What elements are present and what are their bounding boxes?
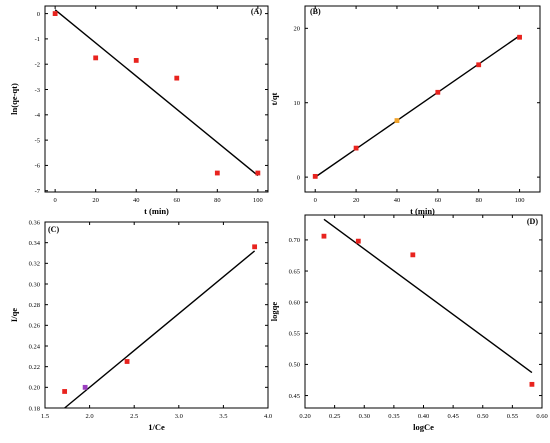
data-point — [174, 75, 180, 81]
y-tick-label: 0.22 — [29, 364, 40, 371]
y-tick-label: 0.45 — [289, 393, 300, 400]
data-point — [353, 145, 359, 151]
x-tick-label: 0.55 — [507, 413, 518, 420]
x-tick-label: 0 — [54, 197, 57, 204]
data-point — [214, 170, 220, 176]
y-tick-label: 20 — [294, 26, 301, 33]
chart-panel-1: 0 20 40 60 80 100 0 -1 -2 -3 -4 -5 -6 -7 t (min) ln(qe-… — [9, 5, 269, 216]
plot-frame — [304, 5, 541, 193]
linear-fit-line — [64, 250, 256, 409]
data-point — [82, 384, 88, 390]
y-tick-label: -5 — [35, 137, 40, 144]
data-point — [321, 233, 327, 239]
y-tick-label: -6 — [35, 163, 41, 170]
data-point — [252, 244, 258, 250]
x-axis-title: t (min) — [144, 206, 169, 216]
x-tick-label: 0.25 — [329, 413, 340, 420]
y-tick-label: 0.60 — [289, 299, 300, 306]
y-tick-label: 0.30 — [29, 281, 40, 288]
x-tick-label: 0.45 — [447, 413, 458, 420]
x-tick-label: 4.0 — [264, 413, 272, 420]
x-tick-label: 2.0 — [86, 413, 94, 420]
x-tick-label: 60 — [435, 197, 442, 204]
x-tick-label: 100 — [253, 197, 263, 204]
x-tick-label: 0.35 — [388, 413, 399, 420]
x-tick-label: 80 — [475, 197, 482, 204]
x-tick-label: 0.60 — [536, 413, 547, 420]
linear-fit-line — [323, 218, 533, 374]
panel-label: (D) — [527, 217, 538, 226]
y-axis-title: ln(qe-qt) — [9, 83, 19, 115]
data-point — [529, 381, 535, 387]
chart-panel-2: 0 20 40 60 80 100 0 10 20 t (min) t/qt (B) — [269, 5, 541, 216]
x-tick-label: 20 — [92, 197, 99, 204]
chart-panel-4: 0.20 0.25 0.30 0.35 0.40 0.45 0.50 0.55 0.60 0.45… — [269, 214, 548, 432]
x-tick-label: 0.40 — [418, 413, 429, 420]
x-tick-label: 3.0 — [175, 413, 183, 420]
y-axis-title: t/qt — [269, 92, 279, 105]
y-axis-title: logqe — [269, 302, 279, 322]
y-tick-label: 0.34 — [29, 240, 41, 247]
x-axis-title: t (min) — [410, 206, 435, 216]
data-point — [255, 170, 261, 176]
panel-label: (C) — [48, 225, 59, 234]
linear-fit-line — [314, 35, 520, 178]
y-tick-label: 0.20 — [29, 385, 40, 392]
linear-fit-line — [54, 9, 259, 177]
panel-label: (A) — [251, 7, 262, 16]
data-point — [355, 238, 361, 244]
y-tick-label: 0.26 — [29, 323, 41, 330]
x-tick-label: 60 — [174, 197, 181, 204]
x-tick-label: 2.5 — [130, 413, 138, 420]
data-point — [435, 89, 441, 95]
panel-label: (B) — [310, 7, 321, 16]
chart-panel-3: 1.5 2.0 2.5 3.0 3.5 4.0 0.18 0.20 0.22 0.24 0.26 0.… — [9, 219, 272, 432]
x-axis-title: 1/Ce — [148, 422, 165, 432]
y-tick-label: 0 — [297, 174, 300, 181]
x-tick-label: 0 — [314, 197, 317, 204]
y-tick-label: 0.28 — [29, 302, 40, 309]
y-tick-label: 10 — [294, 100, 301, 107]
y-tick-label: 0.50 — [289, 362, 300, 369]
y-tick-label: 0.36 — [29, 219, 41, 226]
x-tick-label: 0.30 — [359, 413, 370, 420]
data-point — [133, 58, 139, 63]
x-tick-label: 0.50 — [477, 413, 488, 420]
data-point — [410, 252, 416, 258]
x-tick-label: 80 — [214, 197, 221, 204]
data-point — [93, 55, 99, 61]
x-axis-title: logCe — [413, 422, 434, 432]
data-point — [476, 62, 482, 68]
y-axis-title: I/qe — [9, 308, 19, 322]
y-tick-label: 0.70 — [289, 237, 300, 244]
plot-frame — [44, 221, 269, 409]
y-tick-label: 0.65 — [289, 268, 300, 275]
y-tick-label: -7 — [35, 188, 41, 195]
x-tick-label: 1.5 — [41, 413, 49, 420]
x-tick-label: 100 — [515, 197, 525, 204]
y-tick-label: -2 — [35, 62, 40, 69]
data-point — [52, 11, 58, 16]
x-tick-label: 0.20 — [299, 413, 310, 420]
y-tick-label: -4 — [35, 112, 41, 119]
y-tick-label: 0 — [37, 11, 40, 18]
y-tick-label: 0.18 — [29, 405, 40, 412]
x-tick-label: 20 — [353, 197, 360, 204]
y-tick-label: -3 — [35, 87, 40, 94]
data-point — [517, 34, 522, 40]
x-tick-label: 40 — [394, 197, 401, 204]
plot-frame — [44, 5, 269, 193]
y-tick-label: 0.32 — [29, 261, 40, 268]
y-tick-label: 0.55 — [289, 331, 300, 338]
y-tick-label: 0.24 — [29, 343, 41, 350]
x-tick-label: 40 — [133, 197, 140, 204]
x-tick-label: 3.5 — [219, 413, 227, 420]
y-tick-label: -1 — [35, 36, 40, 43]
data-point — [124, 359, 130, 364]
data-point — [312, 173, 318, 179]
data-point — [62, 389, 68, 394]
data-point — [394, 118, 400, 123]
